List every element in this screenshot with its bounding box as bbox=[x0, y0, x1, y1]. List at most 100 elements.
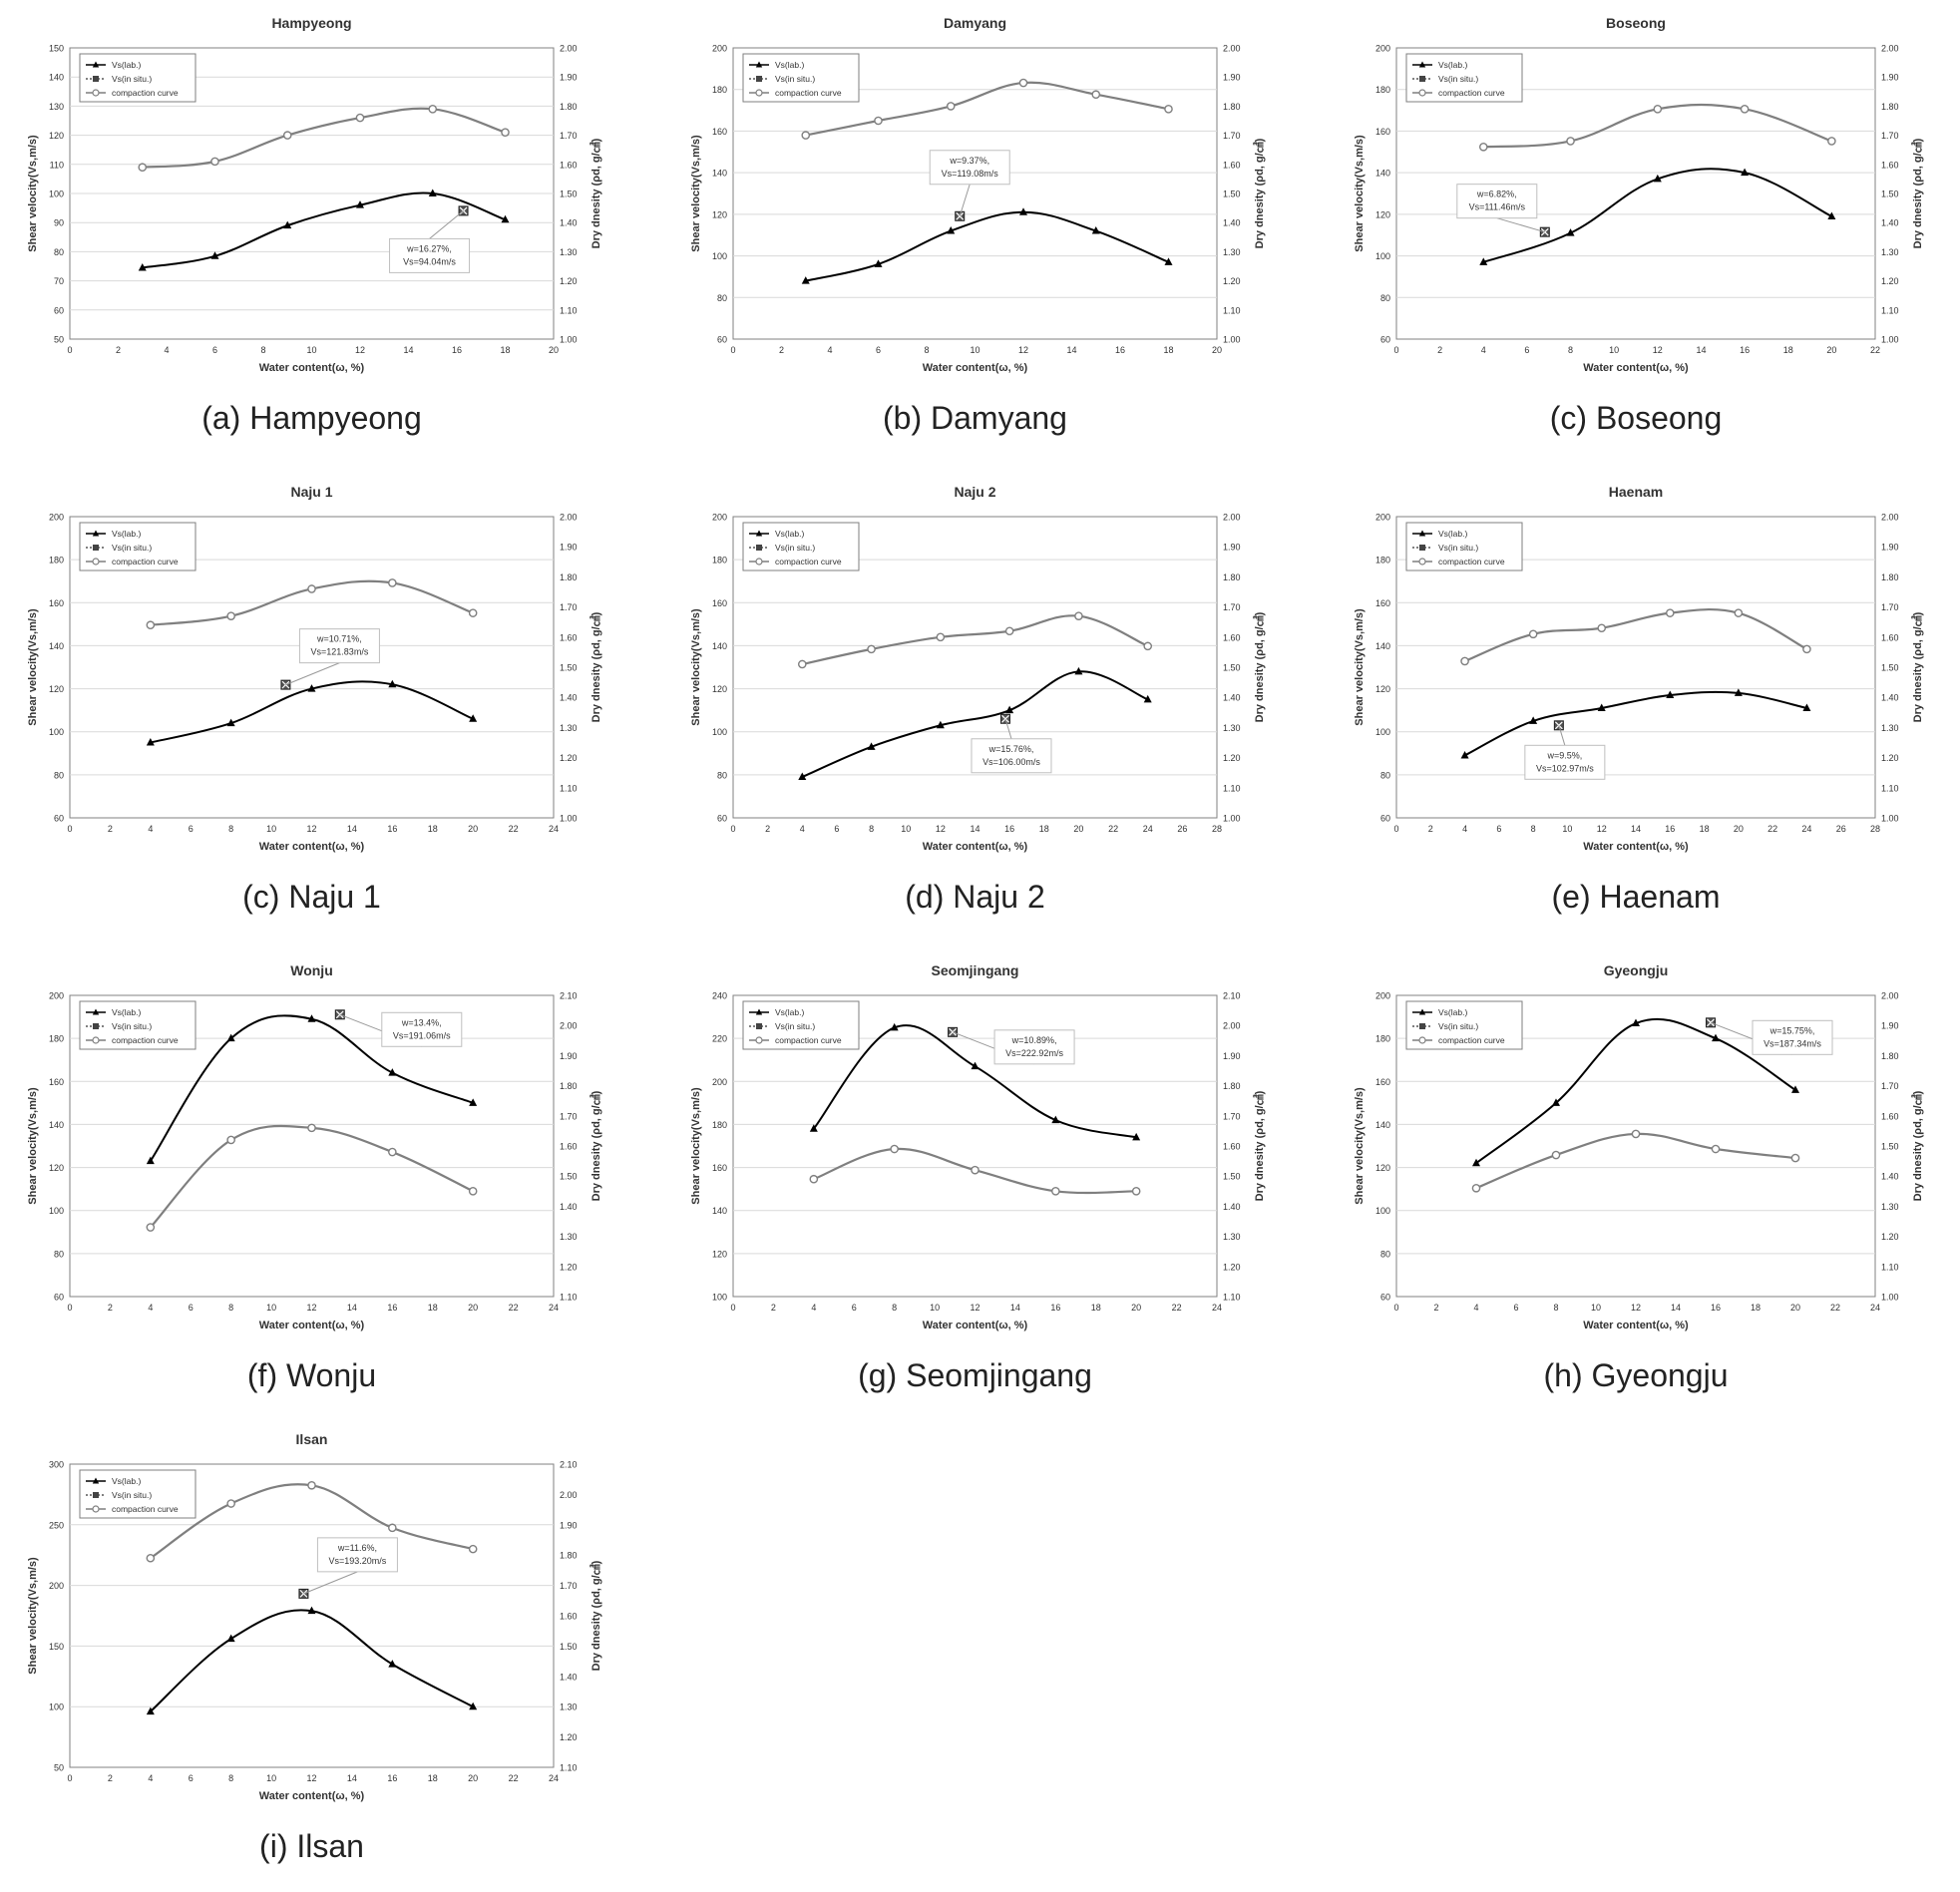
x-tick-label: 22 bbox=[1108, 824, 1118, 834]
y-tick-label: 180 bbox=[49, 1034, 64, 1044]
y2-tick-label: 1.80 bbox=[560, 1551, 578, 1561]
vs-lab-point bbox=[307, 1014, 316, 1022]
vs-lab-point bbox=[307, 1606, 316, 1615]
x-tick-label: 22 bbox=[1172, 1303, 1182, 1313]
x-tick-label: 16 bbox=[1740, 345, 1750, 355]
y2-tick-label: 1.10 bbox=[1223, 305, 1241, 315]
y-tick-label: 100 bbox=[49, 727, 64, 737]
y2-tick-label: 2.00 bbox=[1223, 513, 1241, 523]
x-tick-label: 4 bbox=[1462, 824, 1467, 834]
compaction-point bbox=[226, 1499, 235, 1508]
y-tick-label: 160 bbox=[1375, 1077, 1390, 1087]
y2-tick-label: 1.40 bbox=[1223, 693, 1241, 703]
x-tick-label: 8 bbox=[869, 824, 874, 834]
y2-tick-label: 1.20 bbox=[1223, 1262, 1241, 1272]
y-tick-label: 110 bbox=[50, 160, 64, 170]
x-tick-label: 8 bbox=[228, 1773, 233, 1783]
vs-lab-point bbox=[388, 1660, 397, 1668]
x-tick-label: 24 bbox=[1143, 824, 1153, 834]
x-axis-label: Water content(ω, %) bbox=[923, 1320, 1028, 1331]
callout-text: Vs=187.34m/s bbox=[1764, 1038, 1821, 1048]
x-axis-label: Water content(ω, %) bbox=[923, 362, 1028, 374]
vs-lab-line bbox=[805, 210, 1169, 282]
y-tick-label: 80 bbox=[1380, 1249, 1390, 1259]
legend-marker bbox=[755, 1008, 763, 1015]
callout-leader bbox=[1558, 725, 1566, 746]
y-tick-label: 160 bbox=[712, 127, 727, 137]
x-tick-label: 2 bbox=[779, 345, 784, 355]
vs-lab-point bbox=[1566, 228, 1575, 236]
panel-caption: (b) Damyang bbox=[883, 400, 1067, 436]
x-tick-label: 0 bbox=[67, 345, 72, 355]
y2-tick-label: 1.20 bbox=[560, 1262, 578, 1272]
legend-label: Vs(in situ.) bbox=[775, 543, 815, 553]
legend-marker bbox=[755, 89, 763, 97]
callout-box bbox=[993, 1029, 1075, 1065]
x-tick-label: 12 bbox=[1631, 1303, 1641, 1313]
y-tick-label: 200 bbox=[712, 44, 727, 54]
y-tick-label: 120 bbox=[1375, 209, 1390, 219]
x-axis-label: Water content(ω, %) bbox=[259, 362, 365, 374]
y2-tick-label: 1.10 bbox=[1223, 1293, 1241, 1303]
x-tick-label: 18 bbox=[1700, 824, 1710, 834]
compaction-point bbox=[355, 113, 365, 123]
x-axis-label: Water content(ω, %) bbox=[1583, 841, 1689, 853]
callout-leader bbox=[1496, 217, 1545, 233]
x-tick-label: 6 bbox=[834, 824, 839, 834]
x-tick-label: 6 bbox=[1513, 1303, 1518, 1313]
vs-lab-point bbox=[1132, 1132, 1141, 1141]
y-tick-label: 180 bbox=[712, 85, 727, 95]
x-tick-label: 0 bbox=[730, 1303, 735, 1313]
plot-area bbox=[732, 516, 1218, 819]
y2-tick-label: 1.40 bbox=[1881, 693, 1899, 703]
y-tick-label: 100 bbox=[1375, 1206, 1390, 1216]
chart-panel-naju2: Naju 260801001201401601802001.001.101.20… bbox=[690, 484, 1266, 915]
legend-marker bbox=[1418, 530, 1426, 537]
x-tick-label: 6 bbox=[212, 345, 217, 355]
legend-marker bbox=[92, 1505, 100, 1513]
x-tick-label: 26 bbox=[1836, 824, 1846, 834]
x-tick-label: 4 bbox=[1473, 1303, 1478, 1313]
vs-lab-line bbox=[813, 1024, 1137, 1139]
x-tick-label: 20 bbox=[1073, 824, 1083, 834]
legend-label: Vs(in situ.) bbox=[112, 74, 152, 84]
compaction-point bbox=[1051, 1186, 1060, 1196]
vs-lab-point bbox=[501, 214, 510, 223]
legend-label: compaction curve bbox=[775, 1035, 842, 1045]
compaction-point bbox=[1827, 137, 1836, 146]
vs-lab-line bbox=[1464, 690, 1807, 757]
x-tick-label: 6 bbox=[876, 345, 881, 355]
callout-text: w=11.6%, bbox=[337, 1543, 377, 1553]
vs-lab-point bbox=[428, 189, 437, 196]
x-tick-label: 12 bbox=[355, 345, 365, 355]
y2-tick-label: 1.30 bbox=[1881, 723, 1899, 733]
vs-lab-point bbox=[947, 226, 956, 234]
y2-tick-label: 1.00 bbox=[1881, 814, 1899, 824]
legend-marker bbox=[92, 1036, 100, 1044]
y-tick-label: 180 bbox=[1375, 556, 1390, 566]
compaction-curve-line bbox=[802, 614, 1149, 666]
vs-lab-point bbox=[874, 259, 883, 267]
compaction-point bbox=[1131, 1186, 1141, 1196]
y-tick-label: 120 bbox=[1375, 1163, 1390, 1173]
x-tick-label: 22 bbox=[1830, 1303, 1840, 1313]
x-tick-label: 6 bbox=[1496, 824, 1501, 834]
compaction-point bbox=[468, 608, 478, 617]
y-tick-label: 60 bbox=[1380, 335, 1390, 345]
y2-tick-label: 1.30 bbox=[1223, 1232, 1241, 1242]
y2-tick-label: 2.00 bbox=[560, 1490, 578, 1500]
y-tick-label: 180 bbox=[1375, 85, 1390, 95]
x-tick-label: 2 bbox=[1428, 824, 1433, 834]
y-tick-label: 100 bbox=[712, 1293, 727, 1303]
y2-tick-label: 1.70 bbox=[1223, 1111, 1241, 1121]
x-tick-label: 4 bbox=[811, 1303, 816, 1313]
x-tick-label: 2 bbox=[108, 824, 113, 834]
vs-lab-point bbox=[388, 1068, 397, 1076]
legend-label: compaction curve bbox=[775, 88, 842, 98]
y-tick-label: 160 bbox=[49, 598, 64, 608]
y2-tick-label: 1.90 bbox=[560, 1051, 578, 1061]
x-axis-label: Water content(ω, %) bbox=[259, 1790, 365, 1802]
y-tick-label: 140 bbox=[712, 1206, 727, 1216]
x-tick-label: 4 bbox=[164, 345, 169, 355]
vs-lab-point bbox=[1827, 211, 1836, 219]
